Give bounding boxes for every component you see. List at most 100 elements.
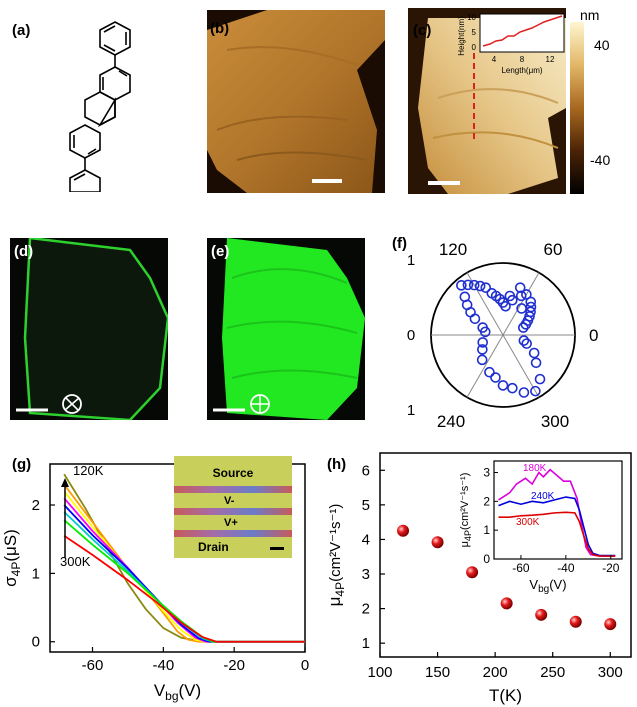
colorbar-max: 40 <box>594 37 610 53</box>
polar-point <box>484 366 495 378</box>
inset-series-line-180K <box>498 468 616 557</box>
inset-ytick: 5 <box>472 28 477 37</box>
x-tick-label: -60 <box>82 657 104 674</box>
inset-y-tick-label: 1 <box>483 523 490 537</box>
conductivity-chart: -60 -40 -20 0 0 1 2 Vbg(V) σ4P(μS) <box>1 463 309 703</box>
molecule-structure <box>69 21 131 192</box>
polar-point <box>530 385 541 397</box>
polarizer-icon <box>250 394 270 414</box>
drain-label: Drain <box>198 540 229 554</box>
polar-point <box>476 354 488 366</box>
polar-point <box>507 382 518 394</box>
vminus-label: V- <box>224 495 235 507</box>
polar-angle-label: 0 <box>589 326 598 345</box>
mobility-chart: 100 150 200 250 300 1 2 3 4 5 6 T(K) μ4P(cm²V⁻¹s⁻¹) 1… <box>325 452 632 705</box>
polar-point <box>486 287 498 299</box>
panel-a-label: (a) <box>12 22 31 39</box>
polar-point <box>479 326 491 338</box>
polar-point <box>514 282 526 293</box>
polar-angle-label: 300 <box>541 412 569 431</box>
y-axis-label: σ4P(μS) <box>1 529 23 587</box>
scale-bar <box>428 181 460 185</box>
polar-point <box>480 282 492 293</box>
polar-plot: 120 60 0 240 300 1 0 1 <box>407 240 599 431</box>
polar-point <box>530 357 542 369</box>
inset-xtick: 4 <box>492 55 497 64</box>
fluorescence-image-e <box>207 238 365 420</box>
polar-gridline <box>466 272 540 398</box>
inset-x-tick-label: -40 <box>557 561 575 575</box>
y-tick-label: 3 <box>362 566 370 583</box>
fluorescence-image-d <box>10 238 168 420</box>
vplus-label: V+ <box>224 517 238 529</box>
y-tick-label: 6 <box>362 462 370 479</box>
polar-point <box>521 338 532 349</box>
data-point <box>535 608 548 621</box>
x-tick-label: 100 <box>367 664 392 681</box>
polar-point <box>518 335 530 346</box>
inset-series-label: 300K <box>516 517 540 528</box>
series-line-300K <box>63 535 305 643</box>
polar-point <box>477 337 489 348</box>
inset-x-tick-label: -60 <box>512 561 530 575</box>
y-tick-label: 5 <box>362 497 370 514</box>
polar-point <box>477 344 488 355</box>
data-point <box>466 566 479 579</box>
y-tick-label: 2 <box>32 497 40 514</box>
y-tick-label: 4 <box>362 531 370 548</box>
inset-ytick: 10 <box>467 13 476 22</box>
scale-bar <box>312 179 342 183</box>
radial-tick-label: 1 <box>407 252 415 269</box>
plot-frame <box>379 452 632 658</box>
polar-point <box>528 347 540 359</box>
y-tick-label: 2 <box>362 601 370 618</box>
polar-point <box>497 380 509 391</box>
x-axis-label: T(K) <box>489 686 522 705</box>
series-line-280K <box>63 519 305 643</box>
colorbar-min: -40 <box>590 152 611 168</box>
polar-point <box>504 290 516 302</box>
y-axis-label: μ4P(cm²V⁻¹s⁻¹) <box>325 504 347 607</box>
polar-point <box>525 306 536 318</box>
inset-xlabel: Length(μm) <box>501 66 542 75</box>
colorbar <box>570 22 584 194</box>
data-point <box>604 618 617 631</box>
polar-point <box>518 387 530 398</box>
source-label: Source <box>212 466 254 480</box>
panel-d-label: (d) <box>14 243 34 260</box>
panel-g-label: (g) <box>12 456 32 473</box>
polar-point <box>456 280 467 291</box>
inset-ylabel: Height(nm) <box>458 16 466 56</box>
polarizer-icon <box>62 394 82 414</box>
x-tick-label: 200 <box>483 664 508 681</box>
inset-ytick: 0 <box>472 43 477 52</box>
panel-b-label: (b) <box>210 20 230 37</box>
inset-xtick: 12 <box>546 55 555 64</box>
inset-y-tick-label: 2 <box>483 494 490 508</box>
scale-bar <box>270 547 284 550</box>
x-tick-label: 0 <box>301 657 309 674</box>
inset-xtick: 8 <box>520 55 525 64</box>
data-point <box>500 597 513 610</box>
polar-angle-label: 240 <box>437 412 465 431</box>
temperature-arrow <box>61 478 69 558</box>
x-tick-label: 300 <box>598 664 623 681</box>
data-point <box>431 536 444 549</box>
series-line-150K <box>63 483 305 643</box>
polar-point <box>462 279 474 291</box>
polar-point <box>490 372 501 383</box>
panel-c-label: (c) <box>413 22 432 39</box>
radial-tick-label: 0 <box>407 327 415 344</box>
inset-x-tick-label: -20 <box>602 561 620 575</box>
polar-angle-label: 120 <box>439 240 467 259</box>
inset-x-axis-label: Vbg(V) <box>529 577 566 595</box>
polar-point <box>469 313 481 325</box>
inset-series-line-240K <box>498 496 616 557</box>
x-tick-label: 250 <box>540 664 565 681</box>
annotation-120k: 120K <box>73 463 104 478</box>
inset-series-label: 180K <box>523 463 547 474</box>
x-axis-label: Vbg(V) <box>154 681 201 703</box>
polar-point <box>474 280 486 292</box>
polar-point <box>534 373 546 385</box>
height-profile-inset: 0 5 10 4 8 12 Length(μm) Height(nm) <box>458 13 565 75</box>
